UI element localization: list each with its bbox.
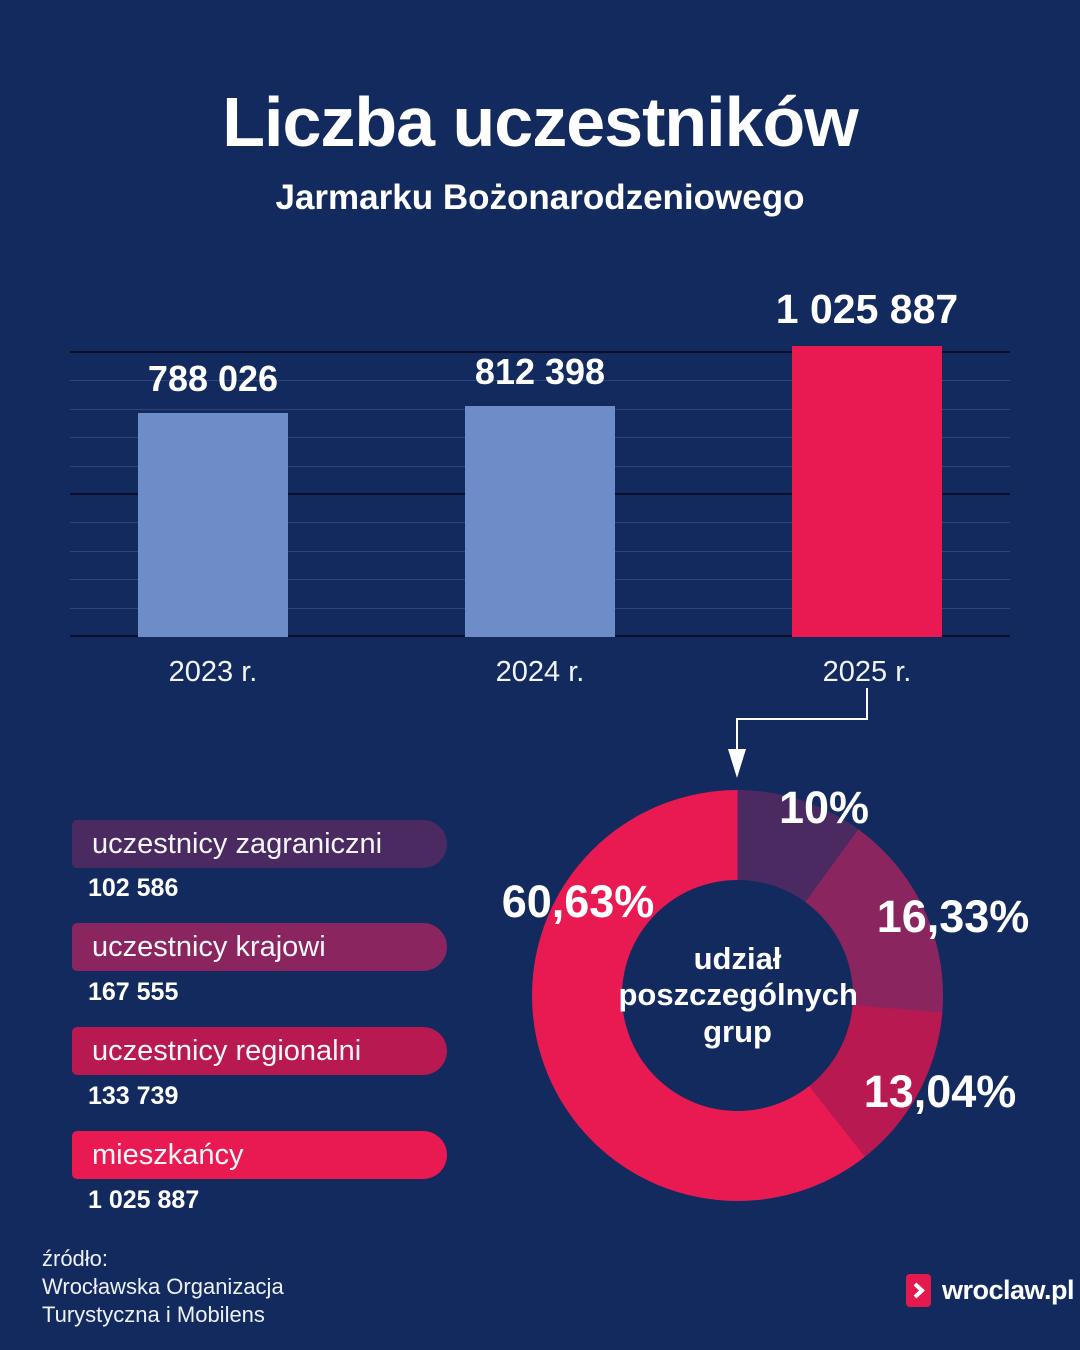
bar-2025r	[792, 345, 942, 637]
legend-value-krajowi: 167 555	[88, 978, 179, 1006]
donut-pct-regionalni: 13,04%	[863, 1066, 1017, 1117]
page-subtitle: Jarmarku Bożonarodzeniowego	[275, 178, 805, 217]
connector-line-horizontal	[736, 718, 868, 720]
source-line: Turystyczna i Mobilens	[42, 1302, 265, 1327]
source-note: źródło: Wrocławska Organizacja Turystycz…	[42, 1245, 284, 1329]
bar-chart: 788 026 2023 r. 812 398 2024 r. 1 025 887 202…	[70, 286, 1010, 688]
gridline-minor	[70, 380, 1010, 382]
x-axis-label: 2023 r.	[168, 656, 258, 688]
chevron-right-icon	[906, 1274, 931, 1307]
legend-pill-krajowi: uczestnicy krajowi	[72, 923, 447, 971]
donut-pct-zagraniczni: 10%	[778, 782, 870, 833]
source-label: źródło:	[42, 1246, 109, 1271]
donut-pct-krajowi: 16,33%	[876, 891, 1030, 942]
legend-pill-regionalni: uczestnicy regionalni	[72, 1027, 447, 1075]
donut-pct-mieszkancy: 60,63%	[501, 876, 655, 927]
arrow-down-icon	[728, 749, 746, 778]
source-line: Wrocławska Organizacja	[42, 1274, 284, 1299]
bar-value-label: 788 026	[147, 358, 279, 400]
legend-pill-mieszkancy: mieszkańcy	[72, 1131, 447, 1179]
legend-label: mieszkańcy	[92, 1138, 244, 1171]
bar-value-label: 1 025 887	[775, 285, 959, 332]
x-axis-label: 2025 r.	[822, 656, 912, 688]
wroclaw-logo: wroclaw.pl	[906, 1274, 1075, 1307]
bar-2024r	[465, 406, 615, 637]
page-title: Liczba uczestników	[222, 83, 858, 161]
donut-chart: udział poszczególnych grup	[532, 790, 943, 1201]
legend-value-zagraniczni: 102 586	[88, 874, 179, 902]
bar-value-label: 812 398	[474, 351, 606, 393]
bar-2023r	[138, 413, 288, 637]
legend-pill-zagraniczni: uczestnicy zagraniczni	[72, 820, 447, 868]
connector-line-vertical-2	[736, 718, 738, 750]
legend-label: uczestnicy regionalni	[92, 1034, 362, 1067]
logo-text: wroclaw.pl	[942, 1275, 1075, 1305]
connector-line-vertical-1	[866, 688, 868, 720]
gridline-major	[70, 351, 1010, 353]
donut-hole: udział poszczególnych grup	[619, 880, 858, 1111]
legend-value-regionalni: 133 739	[88, 1082, 179, 1110]
x-axis-label: 2024 r.	[495, 656, 585, 688]
legend-label: uczestnicy zagraniczni	[92, 827, 383, 860]
donut-center-label: udział poszczególnych grup	[618, 940, 858, 1049]
legend-label: uczestnicy krajowi	[92, 930, 326, 963]
legend-value-mieszkancy: 1 025 887	[88, 1186, 200, 1214]
